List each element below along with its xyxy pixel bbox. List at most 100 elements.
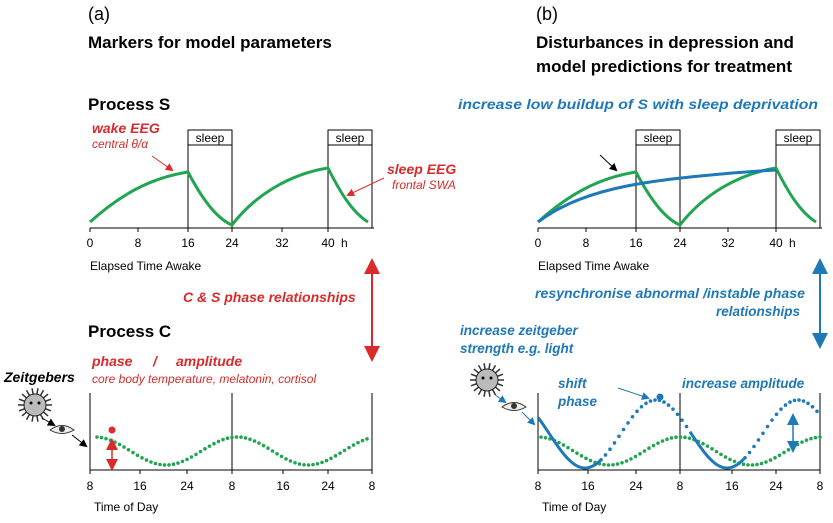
- sun-ray: [21, 411, 28, 417]
- rhythm-dot: [764, 460, 768, 464]
- rhythm-dot: [710, 447, 714, 451]
- rhythm-dot: [756, 438, 761, 442]
- annotation: sleep EEG: [387, 161, 456, 177]
- rhythm-dot: [728, 457, 732, 462]
- rhythm-dot: [656, 441, 660, 445]
- arrow: [599, 154, 618, 172]
- sun-ray: [470, 373, 477, 377]
- tick-label: 24: [321, 479, 335, 493]
- rhythm-dot: [113, 440, 117, 444]
- tick-label: 24: [225, 236, 239, 250]
- sun-ray: [45, 398, 52, 402]
- tick-label: 8: [583, 236, 590, 250]
- tick-label: 16: [581, 479, 595, 493]
- annotation: C & S phase relationships: [183, 289, 356, 305]
- sun-eye: [489, 376, 493, 380]
- rhythm-dot: [815, 409, 819, 414]
- tick-label: 16: [629, 236, 643, 250]
- rhythm-dot: [261, 443, 266, 448]
- sun-ray: [473, 368, 480, 374]
- rhythm-dot: [665, 437, 669, 442]
- rhythm-dot: [333, 454, 338, 458]
- panel-title: Disturbances in depression and: [536, 33, 794, 52]
- arrow: [41, 417, 56, 427]
- rhythm-dot: [279, 454, 284, 459]
- rhythm-dot: [126, 447, 131, 452]
- box-label: sleep: [196, 131, 225, 145]
- rhythm-dot: [212, 441, 216, 446]
- rhythm-dot: [347, 445, 351, 450]
- tick-label: 8: [369, 479, 376, 493]
- sun-ray: [25, 389, 31, 396]
- rhythm-dot: [666, 403, 671, 407]
- rhythm-dot: [293, 460, 297, 465]
- rhythm-dot: [266, 446, 270, 451]
- rhythm-dot: [714, 449, 719, 454]
- rhythm-dot: [158, 462, 162, 467]
- rhythm-dot: [773, 456, 777, 460]
- axis-label: Elapsed Time Awake: [538, 259, 650, 273]
- annotation: Zeitgebers: [3, 369, 75, 385]
- rhythm-dot: [813, 435, 818, 440]
- rhythm-dot: [117, 442, 122, 447]
- rhythm-dot: [746, 463, 750, 467]
- sun-ray: [488, 363, 491, 370]
- phase-marker: [108, 426, 116, 434]
- rhythm-dot: [783, 403, 788, 407]
- process-s-curve: [536, 166, 817, 227]
- rhythm-dot: [782, 450, 786, 455]
- rhythm-dot: [257, 441, 261, 445]
- tick-label: 8: [87, 479, 94, 493]
- rhythm-dot: [765, 424, 770, 429]
- rhythm-dot: [203, 447, 207, 451]
- tick-label: 16: [133, 479, 147, 493]
- rhythm-dot: [198, 449, 203, 454]
- process-s-curve: [88, 166, 369, 227]
- rhythm-dot: [806, 401, 810, 406]
- rhythm-dot: [662, 400, 666, 404]
- rhythm-dot: [131, 450, 135, 455]
- box-label: sleep: [336, 131, 365, 145]
- rhythm-dot: [221, 437, 225, 442]
- annotation: increase zeitgeber: [460, 323, 579, 338]
- sleep-label-box: [635, 129, 681, 146]
- rhythm-dot: [225, 436, 230, 441]
- rhythm-dot: [270, 449, 275, 453]
- rhythm-dot: [608, 447, 612, 452]
- rhythm-dot: [675, 412, 680, 417]
- rhythm-dot: [770, 418, 774, 422]
- sun-ray: [483, 363, 486, 370]
- rhythm-dot: [750, 463, 755, 467]
- arrow: [151, 155, 174, 172]
- rhythm-dot: [786, 447, 791, 452]
- rhythm-dot: [557, 440, 561, 445]
- rhythm-dot: [759, 461, 764, 466]
- rhythm-dot: [777, 453, 782, 458]
- rhythm-dot: [575, 451, 579, 455]
- sun-ray: [497, 373, 504, 377]
- annotation: increase amplitude: [682, 376, 805, 391]
- sleep-label-box: [187, 129, 233, 146]
- rhythm-dot: [719, 452, 723, 457]
- sun-ray: [483, 390, 486, 397]
- rhythm-dot: [752, 444, 756, 449]
- rhythm-dot: [644, 401, 648, 406]
- rhythm-dot: [104, 436, 108, 441]
- rhythm-dot: [792, 398, 797, 403]
- rhythm-dot: [639, 404, 644, 409]
- rhythm-dot: [687, 436, 692, 441]
- rhythm-dot: [189, 455, 194, 459]
- rhythm-dot: [723, 455, 728, 459]
- tick-label: 8: [135, 236, 142, 250]
- panel-title: model predictions for treatment: [536, 57, 792, 76]
- sun-ray: [21, 393, 28, 399]
- sun-ray: [494, 386, 501, 392]
- rhythm-dot: [329, 456, 333, 461]
- rhythm-dot: [248, 437, 252, 442]
- rhythm-dot: [732, 459, 737, 464]
- rhythm-dot: [324, 458, 329, 463]
- sun-ray: [42, 393, 49, 399]
- rhythm-solid: [688, 430, 746, 470]
- rhythm-dot: [153, 461, 158, 466]
- rhythm-dot: [669, 436, 674, 440]
